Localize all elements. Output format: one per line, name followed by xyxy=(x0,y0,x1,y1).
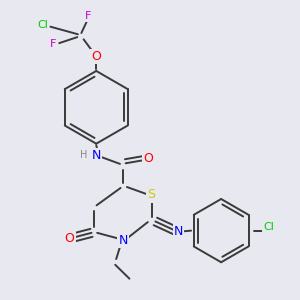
Text: O: O xyxy=(143,152,153,165)
Text: O: O xyxy=(64,232,74,245)
Text: S: S xyxy=(148,188,156,201)
Text: Cl: Cl xyxy=(37,20,48,30)
Text: O: O xyxy=(91,50,101,63)
Text: F: F xyxy=(50,39,57,49)
Text: N: N xyxy=(118,234,128,247)
Text: H: H xyxy=(80,150,87,160)
Text: N: N xyxy=(174,225,183,238)
Text: Cl: Cl xyxy=(263,223,274,232)
Text: N: N xyxy=(92,149,101,162)
Text: F: F xyxy=(85,11,92,21)
